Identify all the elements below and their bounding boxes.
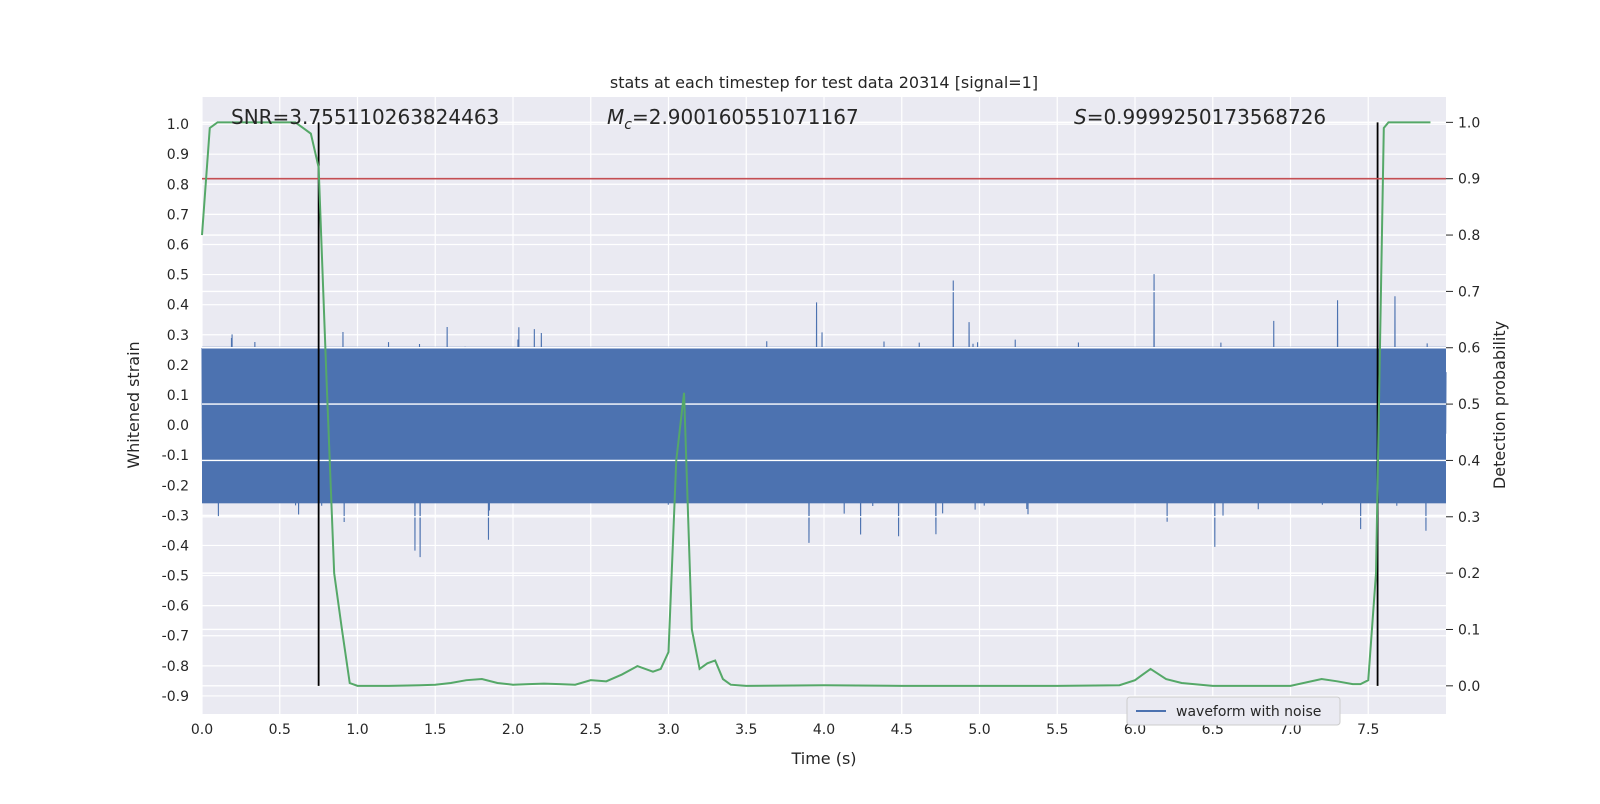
y-left-tick-label: 0.6 <box>167 237 189 253</box>
vertical-markers <box>317 122 1379 686</box>
probability-series <box>201 121 1431 687</box>
x-tick-label: 7.5 <box>1357 722 1379 738</box>
y-left-tick-label: -0.6 <box>162 599 189 615</box>
waveform-dense-band <box>202 346 1446 504</box>
mc-subscript: c <box>624 117 632 133</box>
y-left-tick-label: 1.0 <box>167 117 189 133</box>
y-axis-label-right: Detection probability <box>1490 321 1509 489</box>
y-left-tick-label: 0.4 <box>167 298 189 314</box>
y-left-tick-label: 0.2 <box>167 358 189 374</box>
y-left-tick-label: 0.9 <box>167 147 189 163</box>
y-left-tick-label: -0.9 <box>162 689 189 705</box>
x-tick-label: 1.5 <box>424 722 446 738</box>
s-symbol: S <box>1074 105 1087 129</box>
y-left-tick-label: -0.2 <box>162 478 189 494</box>
y-left-tick-label: 0.8 <box>167 177 189 193</box>
y-right-tick-label: 0.8 <box>1458 228 1480 244</box>
y-axis-label-left: Whitened strain <box>124 341 143 468</box>
y-right-tick-label: 0.3 <box>1458 510 1480 526</box>
y-ticks-left: 1.0 0.9 0.8 0.7 0.6 0.5 0.4 0.3 0.2 0.1 0.0 -0.1 -0.… <box>162 117 189 705</box>
y-right-tick-label: 0.2 <box>1458 566 1480 582</box>
snr-annotation: SNR=3.755110263824463 <box>231 105 499 129</box>
y-ticks-right: 1.0 0.9 0.8 0.7 0.6 0.5 0.4 0.3 0.2 0.1 0.0 <box>1446 115 1480 695</box>
x-tick-label: 6.0 <box>1124 722 1146 738</box>
s-value: =0.9999250173568726 <box>1087 105 1326 129</box>
x-tick-label: 5.5 <box>1046 722 1068 738</box>
y-left-tick-label: -0.8 <box>162 659 189 675</box>
x-tick-label: 2.0 <box>502 722 524 738</box>
mc-value: =2.900160551071167 <box>632 105 859 129</box>
y-left-tick-label: -0.1 <box>162 448 189 464</box>
x-tick-label: 0.0 <box>191 722 213 738</box>
x-axis-label: Time (s) <box>790 749 856 768</box>
y-left-tick-label: 0.3 <box>167 328 189 344</box>
y-right-tick-label: 0.4 <box>1458 453 1480 469</box>
x-tick-label: 4.0 <box>813 722 835 738</box>
legend-box <box>1126 696 1341 726</box>
y-left-tick-label: -0.3 <box>162 508 189 524</box>
y-right-tick-label: 0.0 <box>1458 679 1480 695</box>
y-right-tick-label: 1.0 <box>1458 115 1480 131</box>
y-right-tick-label: 0.5 <box>1458 397 1480 413</box>
x-tick-label: 7.0 <box>1279 722 1301 738</box>
x-tick-label: 4.5 <box>891 722 913 738</box>
y-right-tick-label: 0.1 <box>1458 622 1480 638</box>
mc-annotation: Mc=2.900160551071167 <box>607 105 859 133</box>
y-right-tick-label: 0.6 <box>1458 341 1480 357</box>
probability-line <box>201 121 1431 687</box>
x-tick-label: 3.0 <box>657 722 679 738</box>
y-right-tick-label: 0.7 <box>1458 284 1480 300</box>
y-left-tick-label: -0.4 <box>162 538 189 554</box>
y-left-tick-label: 0.1 <box>167 388 189 404</box>
x-tick-label: 1.0 <box>346 722 368 738</box>
y-right-tick-label: 0.9 <box>1458 172 1480 188</box>
s-annotation: S=0.9999250173568726 <box>1074 105 1326 129</box>
x-ticks: 0.0 0.5 1.0 1.5 2.0 2.5 3.0 3.5 4.0 4.5 5.0 5.5 6.0 6… <box>191 722 1380 738</box>
x-tick-label: 2.5 <box>580 722 602 738</box>
y-left-tick-label: 0.5 <box>167 268 189 284</box>
x-tick-label: 0.5 <box>269 722 291 738</box>
y-left-tick-label: 0.7 <box>167 207 189 223</box>
x-tick-label: 6.5 <box>1202 722 1224 738</box>
mc-symbol: M <box>607 105 624 129</box>
legend: waveform with noise <box>1126 696 1341 726</box>
x-tick-label: 5.0 <box>968 722 990 738</box>
chart-title: stats at each timestep for test data 203… <box>610 73 1038 92</box>
y-left-tick-label: -0.7 <box>162 629 189 645</box>
waveform-series <box>201 274 1447 558</box>
legend-label: waveform with noise <box>1176 704 1321 720</box>
y-left-tick-label: -0.5 <box>162 569 189 585</box>
x-tick-label: 3.5 <box>735 722 757 738</box>
y-left-tick-label: 0.0 <box>167 418 189 434</box>
